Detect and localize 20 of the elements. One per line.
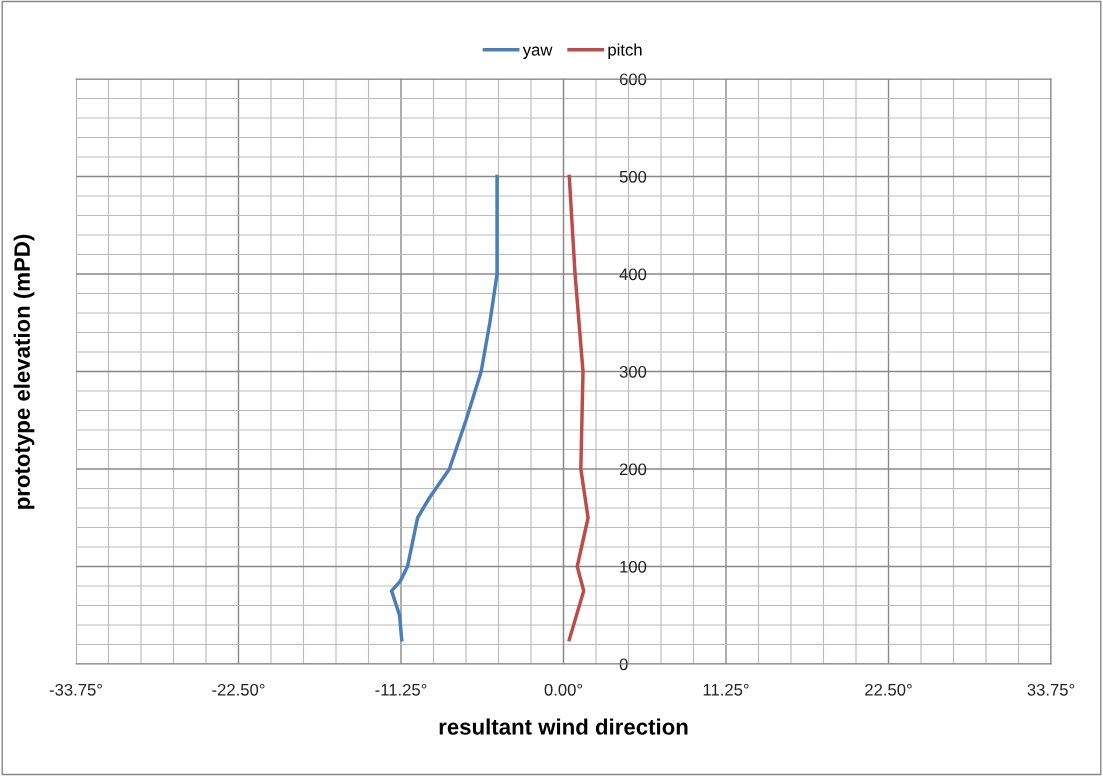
y-axis-title: prototype elevation (mPD): [13, 234, 35, 509]
x-tick-label: 0.00°: [544, 683, 583, 696]
x-axis-title: resultant wind direction: [439, 718, 688, 735]
legend-label: pitch: [608, 43, 642, 59]
y-tick-label: 600: [619, 73, 647, 86]
legend-label: yaw: [522, 46, 553, 59]
x-tick-label: -11.25°: [375, 683, 427, 696]
y-tick-label: 200: [619, 463, 647, 476]
x-tick-label: -33.75°: [49, 683, 102, 696]
x-tick-label: -22.50°: [212, 683, 265, 696]
x-tick-label: 33.75°: [1027, 683, 1075, 696]
y-tick-label: 0: [619, 658, 628, 671]
y-tick-label: 300: [619, 365, 647, 378]
line-series: [567, 174, 590, 642]
y-tick-label: 500: [619, 170, 647, 183]
y-tick-label: 400: [619, 268, 647, 281]
line-series: [389, 174, 499, 642]
x-tick-label: 11.25°: [703, 683, 749, 696]
x-tick-label: 22.50°: [865, 683, 912, 696]
y-tick-label: 100: [620, 560, 647, 573]
